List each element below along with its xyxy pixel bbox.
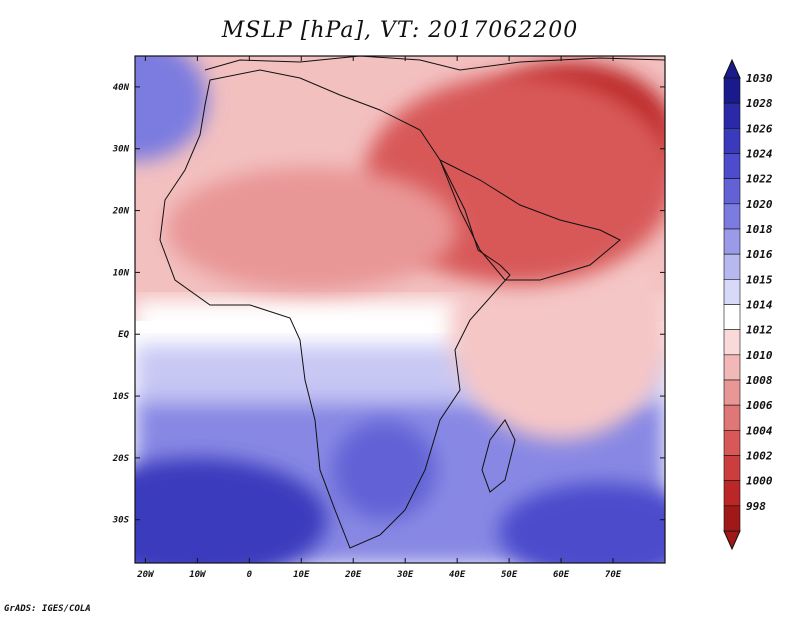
colorbar-swatch	[723, 404, 741, 431]
colorbar-swatch	[723, 102, 741, 129]
x-tick-label: 20E	[344, 570, 362, 580]
y-axis: 40N 30N 20N 10N EQ 10S 20S 30S	[112, 83, 665, 526]
colorbar-label: 1008	[746, 374, 773, 387]
colorbar-label: 1022	[746, 173, 773, 186]
colorbar-label: 1012	[746, 324, 773, 337]
europe-coast	[204, 56, 665, 71]
colorbar-label: 1026	[746, 122, 773, 135]
colorbar-label: 1024	[746, 148, 773, 161]
africa-coast	[159, 69, 511, 549]
azores-high-region	[135, 56, 208, 162]
colorbar-swatch	[723, 505, 741, 532]
y-tick-label: 30S	[112, 516, 130, 526]
indian-ocean-high-region	[498, 482, 665, 563]
colorbar-swatch	[723, 178, 741, 205]
southern-africa-high-region	[332, 420, 437, 520]
colorbar-label: 1002	[746, 450, 773, 463]
colorbar-label: 1016	[746, 248, 773, 261]
colorbar-swatch	[723, 304, 741, 330]
y-tick-label: 30N	[112, 145, 130, 155]
colorbar-label: 1014	[746, 299, 773, 312]
coastline	[159, 56, 665, 549]
colorbar-label: 1028	[746, 97, 773, 110]
x-tick-label: 60E	[553, 570, 570, 580]
colorbar-swatch	[723, 329, 741, 356]
colorbar-label: 1006	[746, 399, 773, 412]
colorbar-label: 1010	[746, 349, 773, 362]
colorbar-label: 1004	[746, 424, 773, 437]
colorbar-swatch	[723, 128, 741, 154]
footer-credit: GrADS: IGES/COLA	[4, 604, 91, 614]
colorbar-swatch	[723, 279, 741, 305]
colorbar-swatch	[723, 77, 741, 104]
colorbar-swatch	[723, 354, 741, 381]
y-tick-label: 10N	[113, 268, 130, 278]
colorbar-label: 1030	[746, 72, 773, 85]
y-tick-label: 20S	[112, 454, 130, 464]
x-tick-label: 10W	[189, 570, 207, 580]
y-tick-label: 10S	[113, 392, 130, 402]
x-axis: 20W 10W 0 10E 20E 30E 40E 50E 60E 70E	[136, 56, 622, 580]
x-tick-label: 30E	[396, 570, 414, 580]
x-tick-label: 50E	[501, 570, 518, 580]
x-tick-label: 0	[247, 570, 253, 580]
x-tick-label: 40E	[449, 570, 466, 580]
arabia-coast	[439, 158, 621, 281]
colorbar-label: 998	[746, 500, 766, 513]
colorbar-label: 1018	[746, 223, 773, 236]
x-tick-label: 20W	[136, 570, 155, 580]
colorbar-swatch	[723, 253, 741, 280]
colorbar-top-arrow	[723, 58, 741, 79]
colorbar-swatch	[723, 228, 741, 255]
colorbar-swatch	[723, 455, 741, 481]
colorbar-swatch	[723, 203, 741, 230]
colorbar-bottom-arrow	[723, 530, 741, 551]
colorbar: 1030 1028 1026 1024 1022 1020 1018 1016 1015 1014…	[723, 58, 773, 551]
x-tick-label: 10E	[293, 570, 310, 580]
x-tick-label: 70E	[605, 570, 622, 580]
map-frame	[134, 55, 666, 564]
map-title: MSLP [hPa], VT: 2017062200	[221, 18, 579, 43]
south-atlantic-high-region	[135, 457, 328, 563]
colorbar-label: 1000	[746, 475, 773, 488]
colorbar-label: 1020	[746, 198, 773, 211]
y-tick-label: 20N	[112, 207, 130, 217]
madagascar-coast	[481, 419, 516, 493]
sahara-low-region	[166, 167, 458, 291]
colorbar-swatch	[723, 379, 741, 406]
y-tick-label: 40N	[113, 83, 130, 93]
y-tick-label: EQ	[118, 330, 129, 340]
colorbar-swatch	[723, 480, 741, 507]
colorbar-swatch	[723, 153, 741, 179]
colorbar-swatch	[723, 430, 741, 456]
colorbar-label: 1015	[746, 273, 773, 286]
